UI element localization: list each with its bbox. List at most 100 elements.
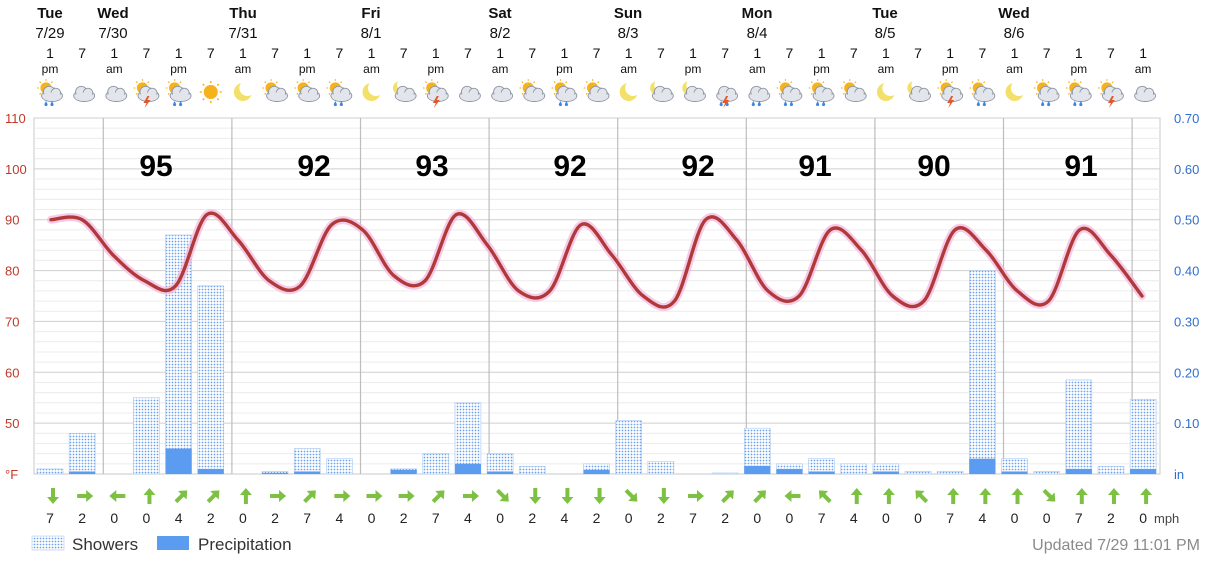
cloudy-icon [459,85,481,102]
left-axis-tick: 50 [5,416,19,431]
ampm-label: pm [813,62,830,76]
precipitation-bar [872,471,899,474]
partly-cloudy-rain-icon [36,78,63,107]
clear-night-icon [876,80,899,101]
showers-series [36,234,1157,475]
precipitation-bar [583,469,610,474]
hour-label: 1 [432,45,440,61]
ampm-label: am [1006,62,1023,76]
partly-cloudy-rain-icon [325,78,353,107]
day-name-label: Mon [742,5,773,22]
legend-showers-swatch [31,535,65,551]
right-axis-tick: 0.60 [1174,162,1199,177]
partly-cloudy-night-icon [392,79,417,102]
day-date-label: 8/6 [1004,25,1025,42]
hour-label: 7 [207,45,215,61]
wind-speed-label: 0 [1139,510,1147,526]
clear-night-icon [619,80,642,101]
ampm-label: pm [1070,62,1087,76]
day-date-label: 7/30 [98,25,127,42]
hour-label: 7 [657,45,665,61]
precipitation-bar [262,472,289,474]
partly-cloudy-icon [840,78,867,102]
hour-label: 7 [528,45,536,61]
ampm-label: am [106,62,123,76]
hour-label: 7 [978,45,986,61]
wind-arrow-icon [174,490,188,504]
precipitation-bar [1130,468,1157,474]
wind-arrow-icon [850,488,863,504]
wind-arrow-icon [753,490,766,504]
wind-speed-label: 7 [46,510,54,526]
ampm-label: pm [556,62,573,76]
wind-arrow-icon [143,488,156,504]
wind-speed-label: 2 [78,510,86,526]
wind-arrow-icon [47,488,59,504]
showers-bar [904,471,932,475]
ampm-label: pm [685,62,702,76]
wind-arrow-icon [657,488,670,504]
right-axis-tick: in [1174,467,1184,482]
partly-cloudy-rain-icon [808,78,835,107]
wind-arrow-icon [366,490,383,502]
wind-arrow-icon [593,488,606,504]
precipitation-bar [744,465,771,474]
right-axis-tick: 0.20 [1174,365,1199,380]
wind-speed-label: 0 [143,510,151,526]
wind-speed-label: 0 [1011,510,1019,526]
hour-label: 1 [175,45,183,61]
partly-cloudy-rain-icon [1033,78,1060,107]
wind-speed-label: 0 [496,510,504,526]
wind-speed-label: 2 [1107,510,1115,526]
daily-high-label: 91 [1064,150,1097,183]
wind-speed-label: 7 [689,510,697,526]
day-name-label: Sat [488,5,511,22]
day-date-label: 8/4 [747,25,768,42]
precipitation-bar [1065,468,1092,474]
day-name-label: Tue [37,5,63,22]
wind-arrow-icon [398,490,415,502]
wind-arrow-icon [529,488,542,504]
hour-label: 7 [786,45,794,61]
wind-speed-label: 0 [914,510,922,526]
day-date-label: 7/29 [35,25,64,42]
wind-arrow-icon [496,488,509,502]
showers-bar [133,397,160,475]
precipitation-bar [165,448,192,474]
wind-arrow-icon [688,490,704,502]
daily-high-labels: 95 92 93 92 92 91 90 91 [139,150,1097,183]
wind-arrow-icon [1011,488,1024,504]
left-axis-tick: 110 [5,111,26,126]
showers-bar [36,468,64,475]
showers-bar [326,458,353,475]
sunny-icon [199,80,223,104]
wind-speed-label: 2 [657,510,665,526]
showers-bar [68,433,96,475]
showers-bar [1097,466,1125,475]
partly-cloudy-icon [583,78,610,102]
cloudy-icon [73,85,96,102]
day-name-label: Thu [229,5,257,22]
precipitation-bar [69,471,96,474]
daily-high-label: 91 [798,150,831,183]
wind-speed-label: 4 [175,510,183,526]
left-axis-tick: 80 [5,264,19,279]
day-date-label: 7/31 [228,25,257,42]
hour-label: 7 [721,45,729,61]
day-date-label: 8/2 [490,25,511,42]
showers-bar [293,448,321,475]
partly-cloudy-rain-icon [1065,78,1092,107]
wind-speed-label: 7 [946,510,954,526]
precipitation-bar [808,471,835,474]
wind-speed-label: 2 [207,510,215,526]
ampm-label: pm [427,62,444,76]
wind-speed-label: 7 [1075,510,1083,526]
precipitation-bar [1001,471,1028,474]
day-name-label: Fri [361,5,380,22]
precipitation-series [69,448,1157,474]
hour-label: 7 [78,45,86,61]
right-y-axis: 0.70 0.60 0.50 0.40 0.30 0.20 0.10 in [1174,111,1199,482]
partly-cloudy-night-icon [650,79,674,102]
showers-bar [615,420,643,475]
